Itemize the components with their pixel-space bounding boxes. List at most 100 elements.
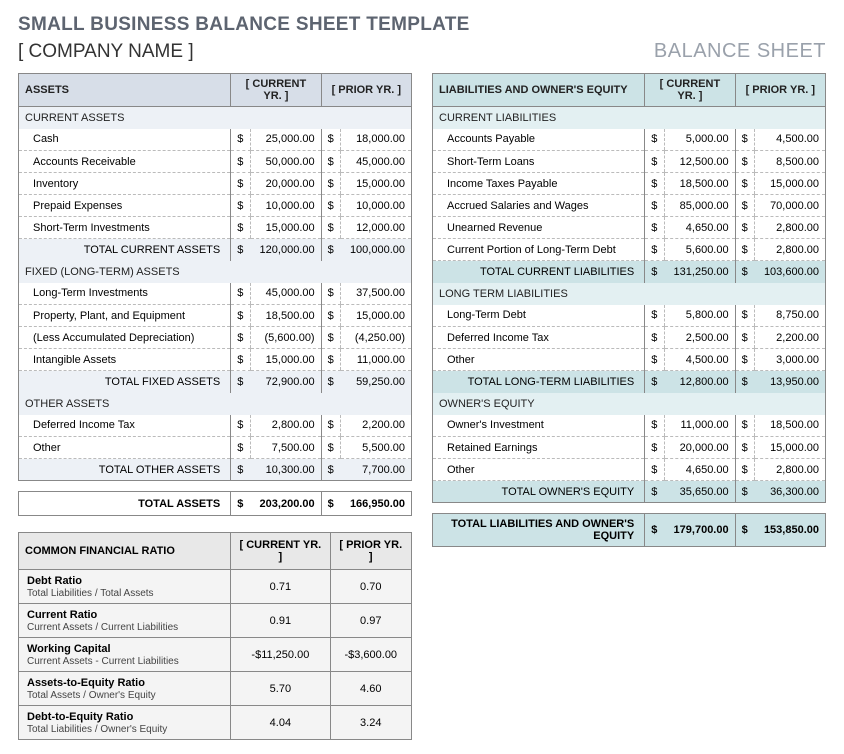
row-current: 4,500.00 — [664, 349, 735, 371]
row-label: Other — [433, 349, 645, 371]
ratio-col-current: [ CURRENT YR. ] — [231, 533, 330, 570]
row-label: Accounts Payable — [433, 129, 645, 151]
dollar-sign: $ — [321, 173, 341, 195]
dollar-sign: $ — [231, 129, 251, 151]
table-row: Deferred Income Tax $ 2,500.00 $ 2,200.0… — [433, 327, 826, 349]
section-total-prior: 100,000.00 — [341, 239, 412, 261]
dollar-sign: $ — [645, 151, 665, 173]
dollar-sign: $ — [321, 327, 341, 349]
row-label: Accrued Salaries and Wages — [433, 195, 645, 217]
table-row: Short-Term Loans $ 12,500.00 $ 8,500.00 — [433, 151, 826, 173]
row-current: 18,500.00 — [250, 305, 321, 327]
row-prior: 11,000.00 — [341, 349, 412, 371]
dollar-sign: $ — [321, 415, 341, 437]
dollar-sign: $ — [231, 415, 251, 437]
total-liab-label: TOTAL LIABILITIES AND OWNER'S EQUITY — [433, 514, 645, 547]
dollar-sign: $ — [645, 261, 665, 283]
row-label: Owner's Investment — [433, 415, 645, 437]
dollar-sign: $ — [735, 239, 755, 261]
section-total-prior: 59,250.00 — [341, 371, 412, 393]
table-row: Short-Term Investments $ 15,000.00 $ 12,… — [19, 217, 412, 239]
section-total-current: 131,250.00 — [664, 261, 735, 283]
section-total-label: TOTAL CURRENT ASSETS — [19, 239, 231, 261]
row-prior: 15,000.00 — [341, 305, 412, 327]
row-label: Current Portion of Long-Term Debt — [433, 239, 645, 261]
table-row: Other $ 4,500.00 $ 3,000.00 — [433, 349, 826, 371]
row-label: Short-Term Loans — [433, 151, 645, 173]
table-row: Accounts Payable $ 5,000.00 $ 4,500.00 — [433, 129, 826, 151]
row-current: 15,000.00 — [250, 349, 321, 371]
section-total-current: 10,300.00 — [250, 459, 321, 481]
table-row: Other $ 4,650.00 $ 2,800.00 — [433, 459, 826, 481]
row-prior: 18,000.00 — [341, 129, 412, 151]
dollar-sign: $ — [231, 173, 251, 195]
dollar-sign: $ — [735, 173, 755, 195]
row-prior: 10,000.00 — [341, 195, 412, 217]
dollar-sign: $ — [735, 305, 755, 327]
col-header-prior: [ PRIOR YR. ] — [321, 74, 411, 107]
row-current: 10,000.00 — [250, 195, 321, 217]
ratio-title: Assets-to-Equity Ratio — [27, 677, 222, 689]
table-row: Prepaid Expenses $ 10,000.00 $ 10,000.00 — [19, 195, 412, 217]
dollar-sign: $ — [735, 327, 755, 349]
dollar-sign: $ — [645, 129, 665, 151]
table-row: Intangible Assets $ 15,000.00 $ 11,000.0… — [19, 349, 412, 371]
ratio-title: Current Ratio — [27, 609, 222, 621]
section-total: TOTAL CURRENT LIABILITIES $ 131,250.00 $… — [433, 261, 826, 283]
ratio-title: Debt Ratio — [27, 575, 222, 587]
row-current: 85,000.00 — [664, 195, 735, 217]
section-total-current: 72,900.00 — [250, 371, 321, 393]
row-prior: 15,000.00 — [755, 173, 826, 195]
row-label: Deferred Income Tax — [433, 327, 645, 349]
section-total-label: TOTAL OWNER'S EQUITY — [433, 481, 645, 503]
row-current: 2,800.00 — [250, 415, 321, 437]
table-row: Retained Earnings $ 20,000.00 $ 15,000.0… — [433, 437, 826, 459]
dollar-sign: $ — [321, 349, 341, 371]
row-current: 12,500.00 — [664, 151, 735, 173]
table-row: (Less Accumulated Depreciation) $ (5,600… — [19, 327, 412, 349]
dollar-sign: $ — [645, 481, 665, 503]
dollar-sign: $ — [231, 459, 251, 481]
ratio-title: Debt-to-Equity Ratio — [27, 711, 222, 723]
row-label: Property, Plant, and Equipment — [19, 305, 231, 327]
section-total-prior: 103,600.00 — [755, 261, 826, 283]
row-prior: 2,200.00 — [341, 415, 412, 437]
dollar-sign: $ — [231, 327, 251, 349]
dollar-sign: $ — [231, 305, 251, 327]
dollar-sign: $ — [231, 437, 251, 459]
row-prior: 2,200.00 — [755, 327, 826, 349]
dollar-sign: $ — [645, 415, 665, 437]
ratio-desc: Current Assets - Current Liabilities — [27, 656, 179, 667]
table-row: Deferred Income Tax $ 2,800.00 $ 2,200.0… — [19, 415, 412, 437]
row-prior: 8,750.00 — [755, 305, 826, 327]
section-total-current: 12,800.00 — [664, 371, 735, 393]
row-current: 4,650.00 — [664, 217, 735, 239]
section-title: OWNER'S EQUITY — [433, 393, 826, 415]
assets-table: ASSETS [ CURRENT YR. ] [ PRIOR YR. ] CUR… — [18, 73, 412, 481]
total-assets-current: 203,200.00 — [249, 492, 321, 516]
dollar-sign: $ — [231, 239, 251, 261]
dollar-sign: $ — [735, 151, 755, 173]
row-prior: 15,000.00 — [755, 437, 826, 459]
row-current: 18,500.00 — [664, 173, 735, 195]
section-total-prior: 36,300.00 — [755, 481, 826, 503]
dollar-sign: $ — [321, 129, 341, 151]
dollar-sign: $ — [231, 195, 251, 217]
ratio-row: Debt-to-Equity RatioTotal Liabilities / … — [19, 706, 412, 740]
dollar-sign: $ — [645, 217, 665, 239]
dollar-sign: $ — [321, 195, 341, 217]
total-liab-current: 179,700.00 — [663, 514, 735, 547]
ratio-prior: 4.60 — [330, 672, 411, 706]
dollar-sign: $ — [735, 349, 755, 371]
section-total: TOTAL OWNER'S EQUITY $ 35,650.00 $ 36,30… — [433, 481, 826, 503]
ratio-header: COMMON FINANCIAL RATIO — [19, 533, 231, 570]
ratio-current: 5.70 — [231, 672, 330, 706]
row-label: Prepaid Expenses — [19, 195, 231, 217]
row-prior: 2,800.00 — [755, 217, 826, 239]
ratio-desc: Total Liabilities / Owner's Equity — [27, 724, 167, 735]
row-prior: 45,000.00 — [341, 151, 412, 173]
row-current: 11,000.00 — [664, 415, 735, 437]
ratio-desc: Total Assets / Owner's Equity — [27, 690, 156, 701]
dollar-sign: $ — [645, 327, 665, 349]
dollar-sign: $ — [735, 129, 755, 151]
